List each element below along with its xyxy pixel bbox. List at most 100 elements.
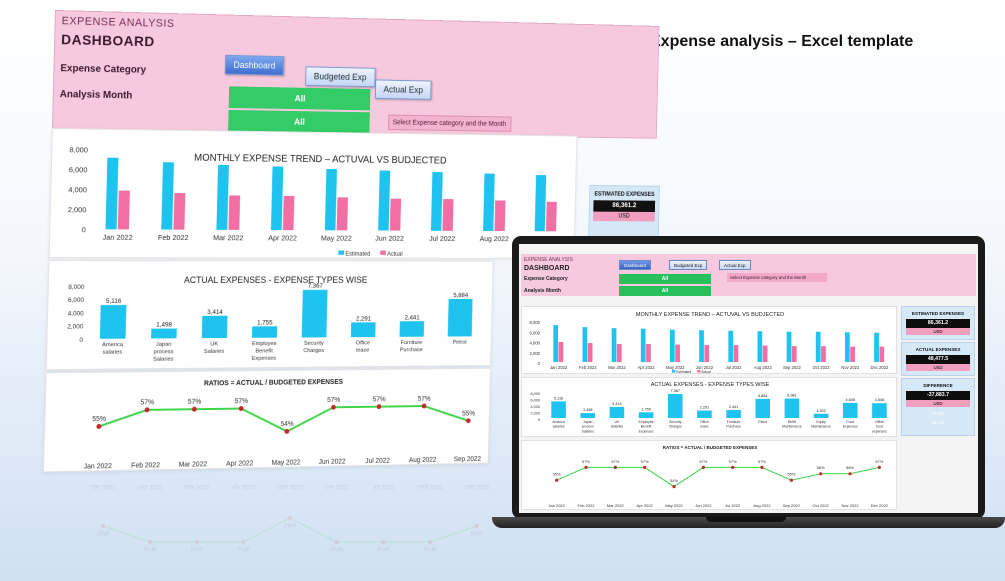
data-label: 1,498 — [156, 322, 172, 329]
x-tick-label: Aug 2022 — [417, 483, 443, 489]
bar — [202, 316, 228, 338]
y-tick-label: 6,000 — [530, 330, 541, 335]
data-label: 57% — [641, 459, 649, 464]
y-tick-label: 8,000 — [68, 284, 85, 291]
x-tick-label: Security — [304, 341, 324, 347]
bar — [337, 197, 348, 230]
x-tick-label: Aug 2022 — [409, 457, 437, 464]
x-tick-label: Purchase — [726, 425, 740, 429]
bar — [118, 191, 130, 230]
expense-category-label: Expense Category — [60, 63, 146, 76]
x-tick-label: Expenses — [252, 356, 277, 362]
bar — [879, 347, 884, 362]
data-label: 54% — [280, 421, 293, 428]
actual-exp-button[interactable]: Actual Exp — [375, 79, 432, 99]
x-tick-label: Nov 2022 — [841, 365, 860, 370]
actual-expenses-unit: USD — [906, 364, 970, 371]
x-tick-label: salaries — [553, 425, 565, 429]
big-kpi-value: 86,361.2 — [593, 200, 655, 212]
budgeted-exp-button[interactable]: Budgeted Exp — [305, 66, 375, 87]
data-label: 7,367 — [308, 283, 324, 290]
ratio-marker — [377, 404, 382, 409]
ratio-marker — [381, 540, 385, 544]
x-tick-label: Mar 2022 — [607, 503, 625, 508]
small-dashboard-button[interactable]: Dashboard — [619, 260, 651, 270]
x-tick-label: Mar 2022 — [179, 461, 208, 468]
x-tick-label: Japan — [156, 342, 172, 348]
x-tick-label: Feb 2022 — [578, 503, 596, 508]
bar — [646, 344, 651, 362]
ratio-marker — [195, 540, 199, 544]
x-tick-label: Office — [356, 340, 370, 346]
ratio-marker — [428, 540, 432, 544]
difference-card: DIFFERENCE -37,883.7 USD 57.0% 56.1% — [901, 378, 975, 436]
bar — [758, 331, 763, 362]
y-tick-label: 6,000 — [530, 399, 540, 403]
bar — [697, 411, 712, 418]
x-tick-label: Dec 2022 — [870, 365, 889, 370]
ratio-marker — [335, 540, 339, 544]
estimated-expenses-unit: USD — [906, 328, 970, 335]
small-category-label: Expense Category — [524, 274, 568, 284]
bar — [814, 414, 829, 418]
data-label: 57% — [331, 545, 344, 551]
small-month-select[interactable]: All — [619, 286, 711, 296]
small-category-select[interactable]: All — [619, 274, 711, 284]
x-tick-label: Petrol — [758, 420, 767, 424]
expense-category-select[interactable]: All — [229, 86, 371, 110]
bar — [228, 195, 240, 229]
y-tick-label: 0 — [79, 337, 83, 344]
x-tick-label: Salaries — [611, 425, 624, 429]
x-tick-label: Jan 2022 — [550, 365, 568, 370]
x-tick-label: May 2022 — [321, 234, 352, 243]
y-tick-label: 6,000 — [68, 297, 85, 304]
ratio-marker — [848, 472, 851, 475]
y-tick-label: 4,000 — [530, 341, 541, 346]
small-actual-button[interactable]: Actual Exp — [719, 260, 751, 270]
x-tick-label: Petrol — [453, 340, 467, 346]
small-filter-hint: Select Expense category and the Month — [727, 273, 827, 282]
data-label: 57% — [373, 396, 386, 403]
x-tick-label: Sep 2022 — [454, 456, 482, 463]
x-tick-label: lease — [700, 425, 708, 429]
ratio-marker — [192, 407, 197, 412]
ratio-line — [557, 467, 880, 486]
x-tick-label: Benefit — [255, 348, 273, 354]
legend-swatch — [697, 370, 700, 373]
data-label: 57% — [191, 545, 204, 551]
bar — [216, 165, 228, 230]
data-label: 57% — [377, 545, 390, 551]
x-tick-label: Maintenance — [811, 425, 831, 429]
y-tick-label: 2,000 — [68, 205, 87, 214]
x-tick-label: Sep 2022 — [783, 365, 802, 370]
big-estimated-kpi: ESTIMATED EXPENSES 86,361.2 USD — [588, 185, 660, 242]
bar — [271, 166, 283, 230]
difference-unit: USD — [906, 400, 970, 407]
legend-label: Actual — [701, 370, 711, 374]
big-monthly-trend-panel: MONTHLY EXPENSE TREND – ACTUVAL VS BUDJE… — [49, 128, 578, 259]
small-budgeted-button[interactable]: Budgeted Exp — [669, 260, 707, 270]
x-tick-label: Apr 2022 — [268, 233, 297, 242]
x-tick-label: May 2022 — [272, 459, 301, 466]
big-kpi-unit: USD — [593, 212, 655, 222]
x-tick-label: Expenses — [639, 429, 654, 433]
x-tick-label: Jun 2022 — [319, 459, 346, 466]
small-ratio-chart: RATIOS = ACTUAL / BUDGETED EXPENSES55%Ja… — [522, 441, 898, 511]
chart-title: ACTUAL EXPENSES - EXPENSE TYPES WISE — [184, 275, 368, 285]
bar — [726, 410, 741, 418]
data-label: 57% — [140, 399, 154, 406]
bar — [390, 199, 401, 231]
data-label: 57% — [582, 459, 590, 464]
data-label: 57% — [188, 399, 202, 406]
data-label: 2,291 — [356, 316, 372, 323]
bar — [755, 399, 770, 418]
data-label: 56% — [846, 465, 854, 470]
x-tick-label: Purchase — [400, 347, 423, 353]
x-tick-label: Aug 2022 — [754, 365, 773, 370]
x-tick-label: Japan — [583, 420, 592, 424]
data-label: 4,645 — [845, 398, 855, 402]
data-label: 57% — [758, 459, 766, 464]
dashboard-button[interactable]: Dashboard — [225, 55, 284, 76]
y-tick-label: 8,000 — [530, 320, 541, 325]
bar — [843, 403, 858, 418]
